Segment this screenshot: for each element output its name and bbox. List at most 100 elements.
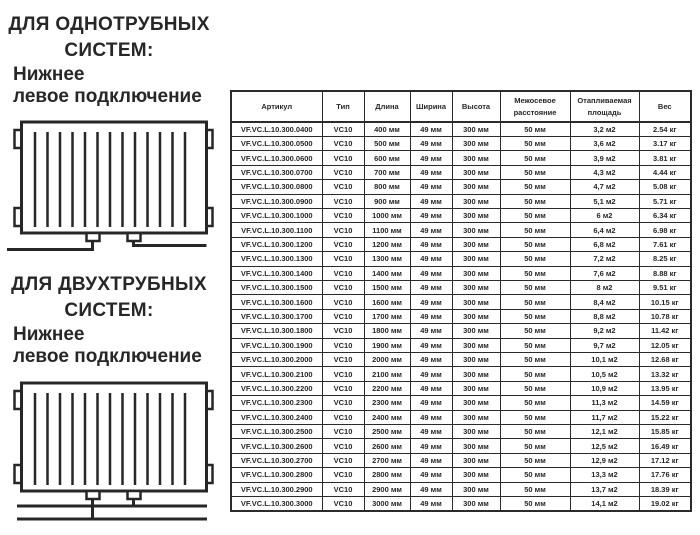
table-cell: VF.VC.L.10.300.1900 [230,337,323,354]
radiator-bottom-left-two-pipe-icon [13,381,214,521]
table-cell: VF.VC.L.10.300.1400 [230,265,323,281]
table-cell: 49 мм [409,222,453,238]
table-cell: VF.VC.L.10.300.1200 [230,236,323,253]
table-cell: VF.VC.L.10.300.0400 [230,121,323,137]
table-cell: 50 мм [499,438,571,454]
table-cell: 2700 мм [363,452,411,469]
table-cell: 300 мм [451,236,501,253]
section-title-line: СИСТЕМ: [64,40,154,61]
table-row: VF.VC.L.10.300.2500 VC10 2500 мм 49 мм 300 м… [230,424,692,440]
table-row: VF.VC.L.10.300.1800 VC10 1800 мм 49 мм 300 м… [230,323,692,339]
column-header: Межосевое расстояние [499,90,571,123]
column-header: Вес [638,90,692,123]
table-cell: VF.VC.L.10.300.2300 [230,395,323,411]
table-cell: VF.VC.L.10.300.0600 [230,150,323,166]
table-row: VF.VC.L.10.300.0600 VC10 600 мм 49 мм 300 мм… [230,150,692,166]
table-cell: VC10 [321,380,365,397]
table-cell: 50 мм [499,279,571,296]
table-cell: 10.78 кг [638,308,692,325]
table-row: VF.VC.L.10.300.2000 VC10 2000 мм 49 мм 300 м… [230,351,692,368]
table-cell: 49 мм [409,409,453,426]
table-cell: 49 мм [409,323,453,339]
table-cell: VC10 [321,236,365,253]
table-row: VF.VC.L.10.300.2600 VC10 2600 мм 49 мм 300 м… [230,438,692,454]
table-cell: VF.VC.L.10.300.2500 [230,424,323,440]
table-cell: 50 мм [499,380,571,397]
table-cell: 50 мм [499,251,571,267]
two-pipe-connection-label: Нижнее левое подключение [13,324,202,368]
table-cell: VC10 [321,337,365,354]
table-cell: 12.68 кг [638,351,692,368]
table-cell: 1700 мм [363,308,411,325]
table-cell: VC10 [321,366,365,382]
table-cell: 7,6 м2 [569,265,640,281]
table-cell: 7.61 кг [638,236,692,253]
table-cell: 2600 мм [363,438,411,454]
table-cell: 300 мм [451,452,501,469]
table-cell: VC10 [321,150,365,166]
table-cell: 6 м2 [569,207,640,224]
table-cell: VC10 [321,222,365,238]
table-cell: 49 мм [409,395,453,411]
table-cell: 13,7 м2 [569,481,640,498]
table-cell: VF.VC.L.10.300.1100 [230,222,323,238]
table-cell: 5.71 кг [638,193,692,209]
table-cell: VC10 [321,265,365,281]
table-cell: 8.88 кг [638,265,692,281]
table-cell: VC10 [321,424,365,440]
table-cell: 19.02 кг [638,496,692,512]
table-cell: 9,7 м2 [569,337,640,354]
table-cell: VC10 [321,279,365,296]
table-cell: 50 мм [499,351,571,368]
table-cell: 2000 мм [363,351,411,368]
column-header: Высота [451,90,501,123]
table-cell: 600 мм [363,150,411,166]
table-cell: 50 мм [499,337,571,354]
table-cell: VC10 [321,351,365,368]
table-cell: VC10 [321,207,365,224]
table-cell: 1000 мм [363,207,411,224]
table-cell: 10,9 м2 [569,380,640,397]
table-cell: 8 м2 [569,279,640,296]
column-header: Длина [363,90,411,123]
table-header-row: Артикул Тип Длина Ширина Высота Межосевое рас… [230,90,692,123]
table-cell: 300 мм [451,337,501,354]
table-cell: 400 мм [363,121,411,137]
table-cell: VF.VC.L.10.300.0700 [230,164,323,181]
table-cell: VC10 [321,323,365,339]
table-cell: 300 мм [451,481,501,498]
table-cell: 14.59 кг [638,395,692,411]
table-cell: 300 мм [451,438,501,454]
table-row: VF.VC.L.10.300.0400 VC10 400 мм 49 мм 300 мм… [230,121,692,137]
table-cell: 50 мм [499,150,571,166]
table-row: VF.VC.L.10.300.0500 VC10 500 мм 49 мм 300 мм… [230,135,692,152]
table-cell: VC10 [321,496,365,512]
table-cell: 49 мм [409,424,453,440]
table-cell: 50 мм [499,481,571,498]
table-cell: 6.34 кг [638,207,692,224]
table-cell: VC10 [321,179,365,195]
table-cell: 5.08 кг [638,179,692,195]
table-cell: VF.VC.L.10.300.1300 [230,251,323,267]
table-cell: 49 мм [409,236,453,253]
table-cell: VC10 [321,409,365,426]
table-cell: 3.17 кг [638,135,692,152]
table-cell: VC10 [321,467,365,483]
table-cell: 300 мм [451,496,501,512]
column-header: Отапливаемая площадь [569,90,640,123]
table-row: VF.VC.L.10.300.1700 VC10 1700 мм 49 мм 300 м… [230,308,692,325]
table-cell: VF.VC.L.10.300.2400 [230,409,323,426]
table-cell: 17.76 кг [638,467,692,483]
table-cell: 49 мм [409,207,453,224]
table-cell: 1600 мм [363,294,411,310]
table-cell: 12,9 м2 [569,452,640,469]
table-cell: 2100 мм [363,366,411,382]
table-cell: 3.81 кг [638,150,692,166]
table-cell: 11,7 м2 [569,409,640,426]
table-cell: 15.85 кг [638,424,692,440]
table-cell: 4.44 кг [638,164,692,181]
table-cell: VC10 [321,135,365,152]
table-cell: 12.05 кг [638,337,692,354]
table-cell: 300 мм [451,323,501,339]
table-cell: 49 мм [409,467,453,483]
